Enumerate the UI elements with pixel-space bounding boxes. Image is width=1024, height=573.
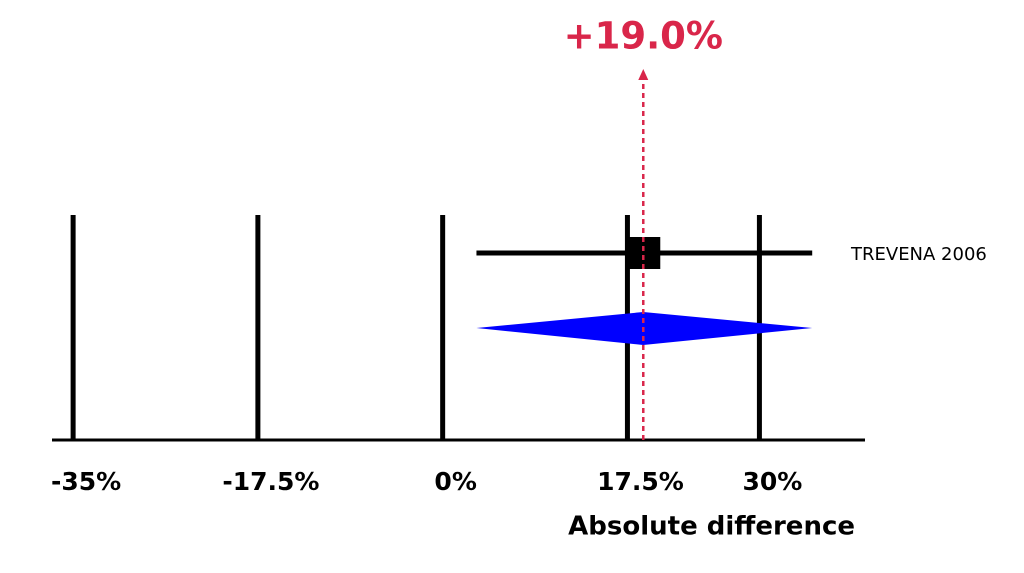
x-axis-label: Absolute difference	[568, 512, 855, 542]
estimate-box	[626, 237, 661, 269]
x-tick-label: 17.5%	[597, 467, 684, 496]
study-label: TREVENA 2006	[850, 244, 987, 265]
x-tick-label: 30%	[742, 467, 802, 496]
x-tick-label: -35%	[51, 467, 121, 496]
annotation-label: +19.0%	[564, 15, 723, 58]
annotation-arrow	[638, 69, 649, 80]
x-tick-label: 0%	[434, 467, 476, 496]
x-tick-label: -17.5%	[222, 467, 319, 496]
